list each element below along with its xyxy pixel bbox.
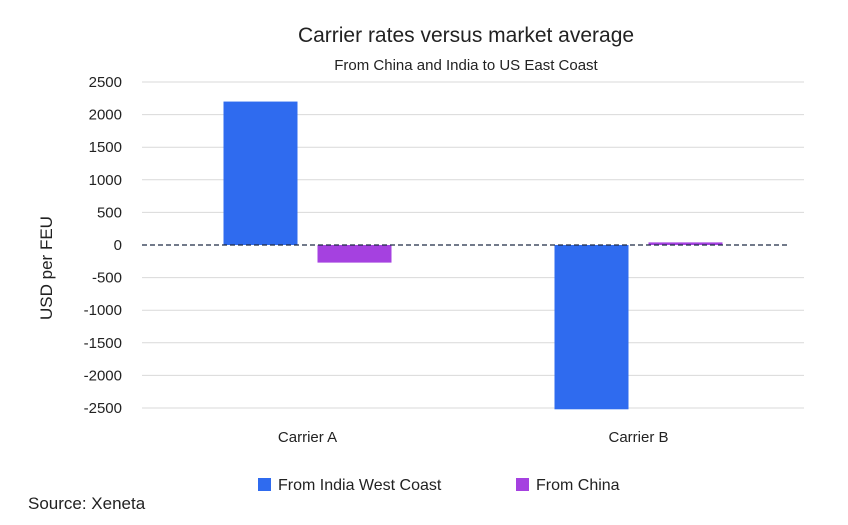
y-tick-label: 0 [114, 237, 122, 254]
legend: From India West Coast From China [258, 477, 620, 494]
y-axis-title: USD per FEU [37, 216, 56, 320]
y-tick-label: -1500 [84, 335, 122, 352]
y-tick-label: 500 [97, 204, 122, 221]
y-tick-label: -1000 [84, 302, 122, 319]
y-tick-label: 1000 [89, 172, 122, 189]
y-tick-label: 1500 [89, 139, 122, 156]
y-axis-ticks: 2500 2000 1500 1000 500 0 -500 -1000 -1500 -2000 -… [84, 74, 122, 417]
chart-title: Carrier rates versus market average [298, 24, 634, 47]
x-category-label: Carrier A [278, 429, 337, 446]
bar-carrier-b-series-0 [554, 245, 629, 410]
legend-swatch [258, 478, 271, 491]
source-note: Source: Xeneta [28, 494, 146, 513]
x-category-label: Carrier B [608, 429, 668, 446]
y-tick-label: 2000 [89, 107, 122, 124]
legend-label: From China [536, 477, 620, 494]
bar-carrier-a-series-1 [317, 245, 392, 263]
bar-carrier-a-series-0 [223, 101, 298, 245]
bars [223, 101, 723, 410]
x-axis-categories: Carrier A Carrier B [278, 429, 669, 446]
y-tick-label: -2500 [84, 400, 122, 417]
chart-subtitle: From China and India to US East Coast [334, 57, 598, 74]
y-tick-label: -500 [92, 270, 122, 287]
y-tick-label: -2000 [84, 367, 122, 384]
y-tick-label: 2500 [89, 74, 122, 91]
legend-label: From India West Coast [278, 477, 442, 494]
bar-carrier-b-series-1 [648, 242, 723, 245]
legend-swatch [516, 478, 529, 491]
